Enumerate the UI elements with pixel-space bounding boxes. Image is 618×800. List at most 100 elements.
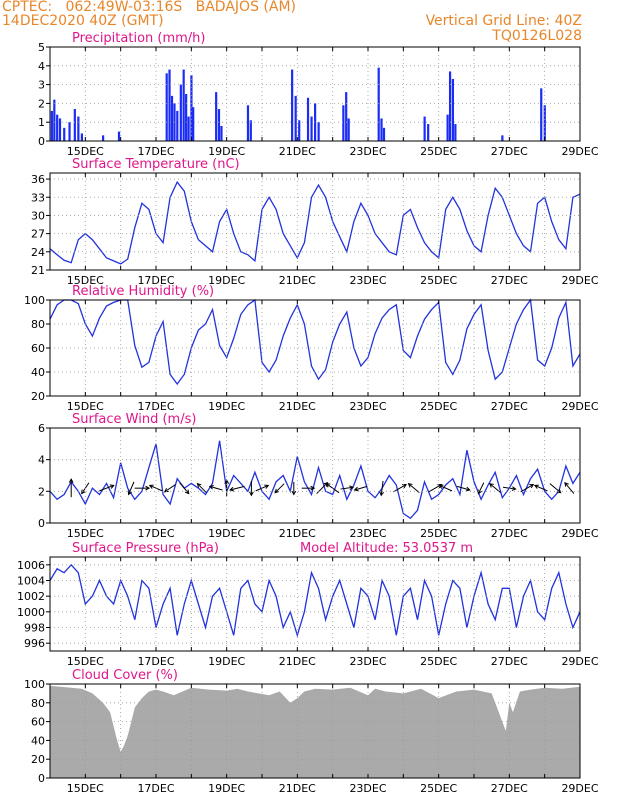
y-tick-label: 0 — [38, 135, 45, 148]
y-tick-label: 80 — [31, 318, 45, 331]
wind-arrowhead — [249, 491, 254, 497]
wind-arrowhead — [184, 489, 190, 495]
wind-vector — [209, 485, 223, 491]
precip-bar — [217, 109, 221, 141]
precip-bar — [345, 92, 348, 141]
y-tick-label: 2 — [38, 97, 45, 110]
panel-5: Cloud Cover (%) 0 20 40 60 80 100 15DEC 17DEC 19D… — [24, 668, 599, 795]
panel-frame — [49, 556, 581, 652]
panel-title: Cloud Cover (%) — [72, 668, 178, 683]
wind-vector — [128, 481, 135, 495]
wind-vector — [99, 484, 114, 492]
y-tick-label: 27 — [31, 228, 45, 241]
wind-vector — [393, 484, 407, 493]
wind-arrowhead — [465, 486, 471, 492]
y-tick-label: 1 — [38, 116, 45, 129]
x-tick-label: 15DEC — [67, 655, 104, 668]
precip-bar — [310, 116, 313, 141]
precip-bar — [377, 67, 380, 141]
wind-vector — [380, 480, 384, 496]
y-tick-label: 4 — [38, 60, 45, 73]
y-tick-label: 1004 — [17, 575, 45, 588]
y-tick-label: 20 — [31, 753, 45, 766]
x-tick-label: 19DEC — [208, 274, 245, 287]
y-tick-label: 4 — [38, 454, 45, 467]
y-tick-label: 60 — [31, 342, 45, 355]
wind-arrowhead — [353, 486, 359, 492]
precip-bar — [540, 88, 543, 141]
x-tick-label: 23DEC — [349, 655, 386, 668]
x-tick-label: 21DEC — [279, 782, 316, 795]
precip-bar — [382, 127, 386, 141]
panel-frame — [49, 427, 581, 524]
wind-arrowhead — [148, 484, 154, 489]
wind-vector — [564, 482, 575, 494]
precip-bar — [63, 127, 66, 141]
panel-2: Relative Humidity (%) 20 40 60 80 100 15DEC 17D… — [24, 284, 599, 413]
wind-arrowhead — [379, 491, 384, 497]
x-tick-label: 19DEC — [208, 782, 245, 795]
precip-bar — [347, 118, 350, 141]
wind-arrowhead — [511, 486, 517, 491]
wind-vector — [439, 485, 453, 492]
x-tick-label: 27DEC — [491, 274, 528, 287]
x-tick-label: 21DEC — [279, 527, 316, 540]
x-tick-label: 25DEC — [420, 145, 457, 158]
panel-frame — [49, 46, 581, 142]
x-tick-label: 25DEC — [420, 782, 457, 795]
y-tick-label: 21 — [31, 264, 45, 277]
precip-bar — [185, 94, 188, 141]
panel-frame — [49, 683, 581, 779]
wind-vector — [534, 485, 548, 492]
panel-4: Surface Pressure (hPa) Model Altitude: 53… — [17, 541, 599, 668]
x-tick-label: 29DEC — [561, 655, 598, 668]
y-tick-label: 36 — [31, 173, 45, 186]
x-tick-label: 17DEC — [137, 274, 174, 287]
precip-bar — [291, 69, 294, 141]
x-tick-label: 25DEC — [420, 274, 457, 287]
precip-bar — [246, 105, 250, 141]
panel-3: Surface Wind (m/s) 0 2 4 6 15DEC 17DEC 19DEC 21D… — [38, 412, 599, 540]
y-tick-label: 80 — [31, 697, 45, 710]
y-tick-label: 6 — [38, 422, 45, 435]
x-tick-label: 27DEC — [491, 145, 528, 158]
precip-bar — [80, 133, 83, 141]
wind-arrowhead — [208, 484, 214, 490]
wind-arrowhead — [407, 482, 413, 488]
x-tick-label: 23DEC — [349, 400, 386, 413]
x-tick-label: 15DEC — [67, 527, 104, 540]
y-tick-label: 40 — [31, 734, 45, 747]
header-location: CPTEC: 062:49W-03:16S BADAJOS (AM) — [2, 0, 296, 15]
precip-bar — [294, 95, 297, 141]
x-tick-label: 27DEC — [491, 527, 528, 540]
wind-arrowhead — [229, 486, 235, 492]
precip-bar — [117, 131, 121, 141]
precip-bar — [170, 95, 174, 141]
x-tick-label: 17DEC — [137, 400, 174, 413]
wind-arrowhead — [196, 482, 202, 488]
wind-arrowhead — [533, 484, 539, 489]
x-tick-label: 19DEC — [208, 400, 245, 413]
panel-title: Surface Pressure (hPa) — [72, 541, 219, 556]
wind-arrowhead — [81, 489, 86, 495]
y-tick-label: 60 — [31, 716, 45, 729]
x-tick-label: 15DEC — [67, 274, 104, 287]
wind-arrowhead — [145, 485, 151, 491]
y-tick-label: 996 — [24, 637, 45, 650]
wind-vector — [456, 485, 470, 491]
wind-arrowhead — [564, 481, 569, 487]
precip-bar — [68, 122, 71, 141]
precip-bar — [58, 118, 62, 141]
series-line — [49, 440, 581, 520]
precip-bar — [192, 107, 195, 141]
x-tick-label: 21DEC — [279, 274, 316, 287]
wind-vector — [408, 483, 420, 494]
panel-title: Surface Wind (m/s) — [72, 412, 196, 427]
x-tick-label: 29DEC — [561, 782, 598, 795]
x-tick-label: 17DEC — [137, 782, 174, 795]
precip-bar — [454, 124, 457, 141]
precip-bar — [168, 69, 171, 141]
precip-bar — [190, 75, 193, 141]
